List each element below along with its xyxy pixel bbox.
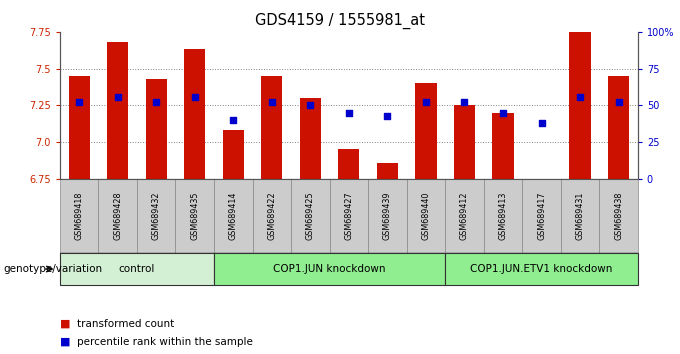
Bar — [377, 162, 398, 179]
Bar — [60, 179, 99, 253]
Point — [459, 99, 470, 105]
Text: GSM689417: GSM689417 — [537, 192, 546, 240]
Text: GSM689431: GSM689431 — [575, 192, 585, 240]
Bar — [407, 179, 445, 253]
Point — [382, 113, 393, 119]
Bar — [522, 179, 561, 253]
Text: GSM689422: GSM689422 — [267, 192, 276, 240]
Point — [343, 110, 354, 115]
Bar — [569, 22, 591, 179]
Bar — [330, 179, 368, 253]
Text: percentile rank within the sample: percentile rank within the sample — [77, 337, 253, 347]
Point — [536, 120, 547, 126]
Text: ■: ■ — [60, 337, 70, 347]
Text: transformed count: transformed count — [77, 319, 174, 329]
Text: GSM689438: GSM689438 — [614, 192, 623, 240]
Bar — [415, 83, 437, 179]
Point — [73, 99, 84, 105]
Text: GDS4159 / 1555981_at: GDS4159 / 1555981_at — [255, 12, 425, 29]
Bar — [608, 76, 629, 179]
Point — [613, 99, 624, 105]
Point — [228, 117, 239, 123]
Bar — [368, 179, 407, 253]
Text: GSM689418: GSM689418 — [75, 192, 84, 240]
Point — [420, 99, 431, 105]
Point — [151, 99, 162, 105]
Point — [305, 103, 316, 108]
Text: COP1.JUN.ETV1 knockdown: COP1.JUN.ETV1 knockdown — [471, 264, 613, 274]
Text: GSM689412: GSM689412 — [460, 192, 469, 240]
Point — [189, 94, 200, 99]
Text: GSM689414: GSM689414 — [228, 192, 238, 240]
Point — [498, 110, 509, 115]
Bar — [60, 253, 214, 285]
Text: GSM689427: GSM689427 — [344, 192, 354, 240]
Bar — [561, 179, 599, 253]
Bar — [445, 179, 483, 253]
Bar — [445, 253, 638, 285]
Bar — [137, 179, 175, 253]
Bar — [261, 76, 282, 179]
Text: ■: ■ — [60, 319, 70, 329]
Text: GSM689439: GSM689439 — [383, 192, 392, 240]
Text: GSM689413: GSM689413 — [498, 192, 507, 240]
Text: GSM689428: GSM689428 — [113, 192, 122, 240]
Point — [267, 99, 277, 105]
Bar — [175, 179, 214, 253]
Bar — [69, 76, 90, 179]
Bar — [454, 105, 475, 179]
Bar — [338, 149, 360, 179]
Bar — [222, 130, 244, 179]
Bar — [492, 113, 513, 179]
Text: GSM689425: GSM689425 — [306, 192, 315, 240]
Bar — [184, 50, 205, 179]
Text: GSM689440: GSM689440 — [422, 192, 430, 240]
Text: GSM689432: GSM689432 — [152, 192, 160, 240]
Point — [575, 94, 585, 99]
Text: control: control — [119, 264, 155, 274]
Text: genotype/variation: genotype/variation — [3, 264, 103, 274]
Bar — [252, 179, 291, 253]
Bar — [483, 179, 522, 253]
Bar — [214, 253, 445, 285]
Bar — [99, 179, 137, 253]
Bar — [107, 42, 129, 179]
Bar — [300, 98, 321, 179]
Text: GSM689435: GSM689435 — [190, 192, 199, 240]
Bar — [599, 179, 638, 253]
Text: COP1.JUN knockdown: COP1.JUN knockdown — [273, 264, 386, 274]
Bar — [146, 79, 167, 179]
Point — [112, 94, 123, 99]
Bar — [291, 179, 330, 253]
Bar — [214, 179, 252, 253]
